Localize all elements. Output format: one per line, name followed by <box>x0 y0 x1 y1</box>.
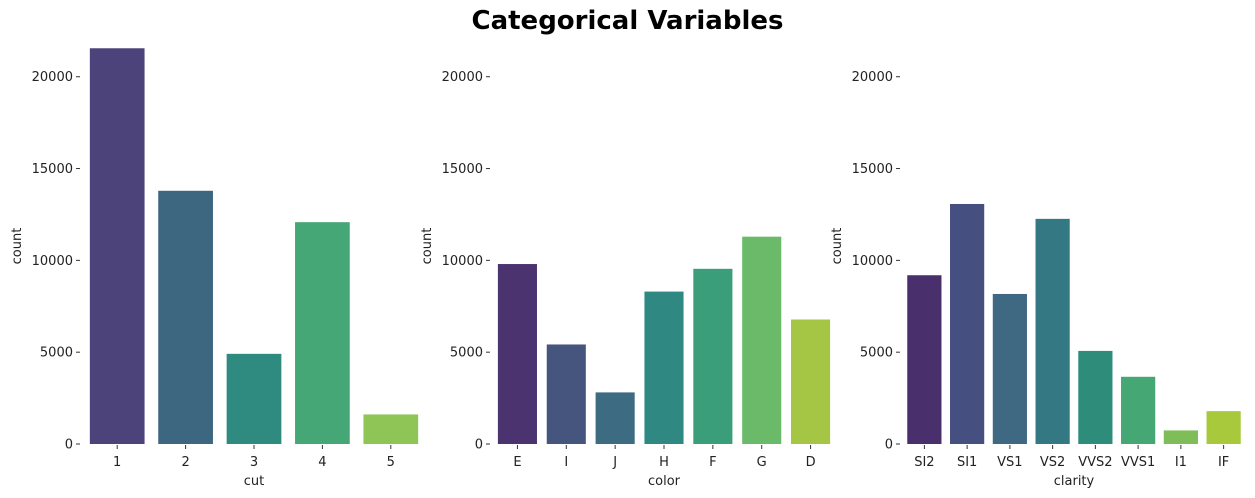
y-tick-label: 0 <box>65 438 73 453</box>
x-tick-label: 1 <box>113 455 121 470</box>
bar-H <box>644 291 684 444</box>
bar-SI2 <box>907 275 942 444</box>
x-tick-label: VVS2 <box>1078 455 1112 470</box>
bar-IF <box>1206 411 1241 444</box>
bar-F <box>693 268 733 444</box>
bar-I1 <box>1163 430 1198 444</box>
bar-E <box>497 264 537 444</box>
y-axis-label: count <box>10 228 25 265</box>
x-tick-label: I <box>564 455 568 470</box>
bar-VVS1 <box>1121 376 1156 444</box>
y-tick-label: 20000 <box>852 70 893 85</box>
x-axis-label: color <box>648 474 681 489</box>
bar-5 <box>363 414 419 444</box>
bar-J <box>595 392 635 444</box>
bar-G <box>742 236 782 444</box>
x-tick-label: E <box>513 455 521 470</box>
x-tick-label: SI1 <box>957 455 977 470</box>
x-tick-label: SI2 <box>914 455 934 470</box>
figure-title: Categorical Variables <box>471 6 784 36</box>
bar-VVS2 <box>1078 350 1113 444</box>
y-axis-label: count <box>420 228 435 265</box>
x-axis-label: cut <box>244 474 264 489</box>
y-tick-label: 5000 <box>40 346 73 361</box>
y-tick-label: 20000 <box>32 70 73 85</box>
y-tick-label: 5000 <box>860 346 893 361</box>
bar-2 <box>158 190 213 444</box>
bar-4 <box>295 222 350 444</box>
y-tick-label: 0 <box>475 438 483 453</box>
y-tick-label: 20000 <box>442 70 483 85</box>
y-tick-label: 15000 <box>852 162 893 177</box>
x-tick-label: IF <box>1218 455 1229 470</box>
bar-SI1 <box>950 203 985 444</box>
y-tick-label: 10000 <box>32 254 73 269</box>
bar-1 <box>89 48 145 444</box>
x-tick-label: G <box>757 455 767 470</box>
x-tick-label: J <box>612 455 617 470</box>
x-tick-label: VS2 <box>1040 455 1065 470</box>
x-tick-label: D <box>806 455 816 470</box>
y-tick-label: 10000 <box>852 254 893 269</box>
x-tick-label: F <box>709 455 716 470</box>
x-axis-label: clarity <box>1054 474 1095 489</box>
bar-VS1 <box>992 293 1027 444</box>
bar-I <box>546 344 586 444</box>
y-axis-label: count <box>830 228 845 265</box>
x-tick-label: VS1 <box>997 455 1022 470</box>
bar-3 <box>226 353 282 444</box>
x-tick-label: 3 <box>250 455 258 470</box>
x-tick-label: 4 <box>318 455 326 470</box>
y-tick-label: 15000 <box>442 162 483 177</box>
y-tick-label: 0 <box>885 438 893 453</box>
chart-panel-clarity: 0 5000 10000 15000 20000 SI2 SI1 VS1 VS2 VVS2 VVS1… <box>830 70 1241 489</box>
x-tick-label: H <box>659 455 669 470</box>
y-tick-label: 10000 <box>442 254 483 269</box>
bar-VS2 <box>1035 218 1070 444</box>
bar-D <box>791 319 831 444</box>
y-tick-label: 15000 <box>32 162 73 177</box>
x-tick-label: 2 <box>181 455 189 470</box>
x-tick-label: I1 <box>1175 455 1187 470</box>
y-tick-label: 5000 <box>450 346 483 361</box>
x-tick-label: 5 <box>387 455 395 470</box>
x-tick-label: VVS1 <box>1121 455 1155 470</box>
chart-panel-cut: 0 5000 10000 15000 20000 1 2 3 4 5 cut count <box>10 48 419 489</box>
